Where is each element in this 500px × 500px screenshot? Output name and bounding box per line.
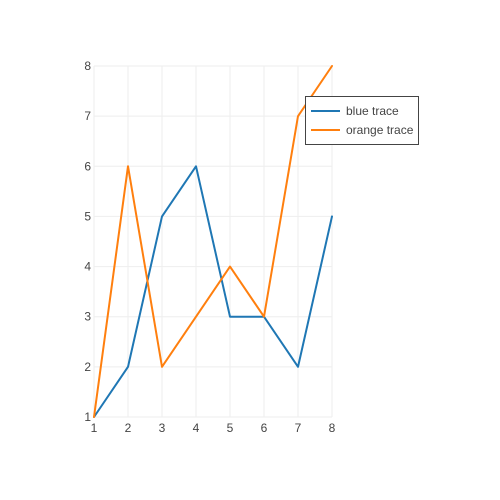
y-tick-label: 6 bbox=[84, 159, 91, 173]
legend-item[interactable]: blue trace bbox=[311, 104, 399, 118]
y-tick-label: 7 bbox=[84, 109, 91, 123]
legend-label: orange trace bbox=[346, 123, 414, 137]
x-tick-label: 4 bbox=[193, 421, 200, 435]
y-tick-label: 1 bbox=[84, 410, 91, 424]
y-axis-ticks: 1 2 3 4 5 6 7 8 bbox=[84, 59, 91, 424]
legend[interactable]: blue trace orange trace bbox=[305, 96, 419, 145]
x-tick-label: 2 bbox=[125, 421, 132, 435]
gridlines bbox=[93, 65, 333, 418]
x-axis-ticks: 1 2 3 4 5 6 7 8 bbox=[91, 421, 336, 435]
y-tick-label: 8 bbox=[84, 59, 91, 73]
legend-item[interactable]: orange trace bbox=[311, 123, 414, 137]
y-tick-label: 3 bbox=[84, 310, 91, 324]
y-tick-label: 4 bbox=[84, 260, 91, 274]
x-tick-label: 3 bbox=[159, 421, 166, 435]
y-tick-label: 5 bbox=[84, 209, 91, 223]
x-tick-label: 7 bbox=[295, 421, 302, 435]
x-tick-label: 8 bbox=[329, 421, 336, 435]
legend-box bbox=[305, 96, 419, 145]
y-tick-label: 2 bbox=[84, 360, 91, 374]
series-line-1[interactable] bbox=[93, 165, 333, 418]
series-lines bbox=[93, 65, 333, 418]
series-line-2[interactable] bbox=[93, 65, 333, 418]
legend-label: blue trace bbox=[346, 104, 399, 118]
x-tick-label: 5 bbox=[227, 421, 234, 435]
x-tick-label: 6 bbox=[261, 421, 268, 435]
x-tick-label: 1 bbox=[91, 421, 98, 435]
